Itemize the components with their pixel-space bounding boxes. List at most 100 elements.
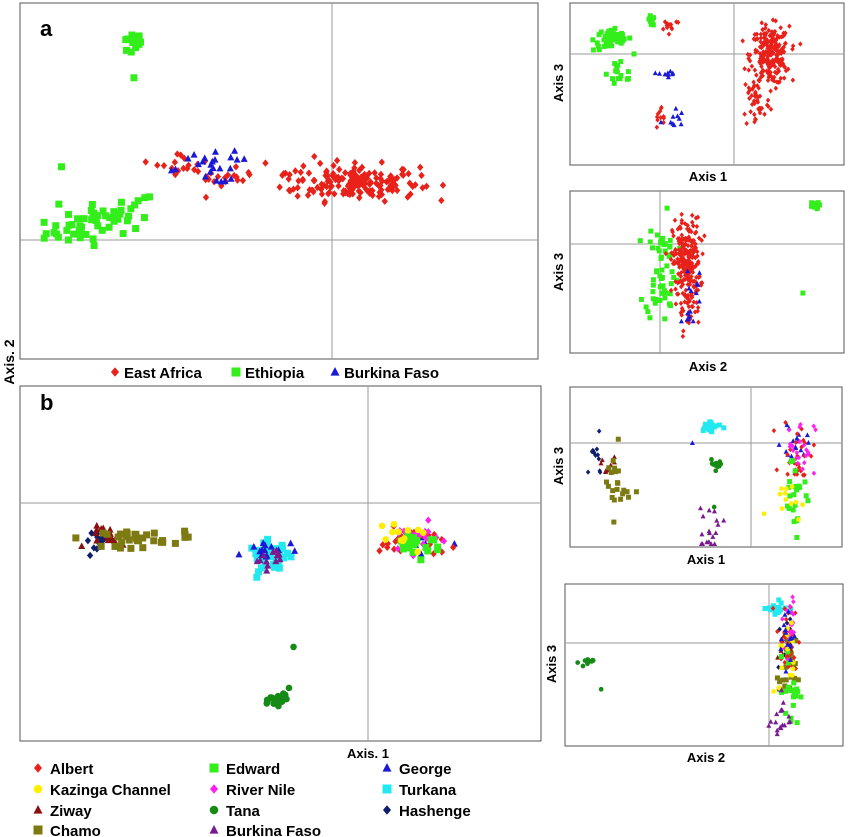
a-main-point-east-africa [297, 168, 304, 176]
a-main-point-east-africa [279, 171, 286, 179]
a-main-point-east-africa [389, 186, 396, 195]
a-13-point-east-africa [759, 20, 765, 26]
a-23-point-east-africa [678, 273, 684, 280]
b-main-point-chamo [150, 537, 158, 545]
a-main-point-east-africa [333, 156, 341, 165]
a-main-point-east-africa [417, 163, 424, 171]
a-main-point-east-africa [295, 177, 302, 185]
a-main-point-burkina-faso [231, 147, 239, 154]
legend-panel-b: Albert Edward George Kazinga Channel River N… [33, 761, 471, 837]
b-13-point-river-nile [790, 443, 795, 449]
a-13-point-east-africa [771, 30, 777, 37]
legend-a-label-2: Burkina Faso [344, 365, 439, 382]
b-main-point-edward [413, 537, 421, 545]
b-main-point-chamo [117, 530, 125, 538]
a-23-point-east-africa [669, 227, 675, 233]
a-main-point-ethiopia [129, 38, 137, 46]
a-main-point-east-africa [239, 176, 247, 185]
legend-b-label-10: Burkina Faso [226, 823, 321, 837]
b-main-point-edward [405, 542, 413, 550]
a23-y-label: Axis 3 [551, 253, 566, 291]
b-23-point-burkina-faso [780, 700, 786, 705]
a-13-point-ethiopia [631, 51, 637, 57]
b-main-point-albert [438, 535, 445, 544]
a-23-point-ethiopia [637, 238, 643, 244]
a-13-point-east-africa [747, 95, 752, 101]
legend-b-label-1: Edward [226, 761, 280, 778]
b-23-point-burkina-faso [774, 711, 780, 717]
a-13-point-east-africa [771, 50, 776, 56]
b-13-point-edward [790, 507, 796, 513]
a-main-point-ethiopia [88, 201, 96, 209]
b-main-point-albert [390, 545, 398, 553]
a-23-point-east-africa [691, 246, 697, 253]
b-main-point-ziway [92, 529, 100, 537]
b-13-point-edward [794, 534, 800, 540]
a-23-point-east-africa [682, 269, 688, 275]
a-23-point-ethiopia [650, 277, 656, 283]
a-13-point-east-africa [748, 109, 753, 115]
a-23-point-ethiopia [643, 304, 649, 310]
a-main-point-east-africa [202, 193, 210, 202]
a-13-point-east-africa [764, 68, 770, 74]
a-main-point-east-africa [300, 162, 307, 170]
b-13-point-burkina-faso [700, 541, 706, 546]
b-main-point-chamo [184, 533, 192, 541]
a-23-point-east-africa [670, 250, 676, 256]
a-main-point-east-africa [276, 183, 283, 191]
b-13-point-river-nile [800, 466, 805, 472]
a-main-point-ethiopia [119, 230, 127, 238]
a-23-point-east-africa [678, 225, 683, 231]
a-23-point-ethiopia [667, 237, 673, 243]
a-23-point-east-africa [689, 212, 695, 219]
a-23-point-east-africa [695, 214, 701, 220]
b-13-point-tana [709, 457, 714, 462]
a-23-point-ethiopia [647, 239, 653, 245]
a-23-point-east-africa [688, 237, 693, 244]
legend-b-marker-9 [33, 825, 43, 835]
b-main-point-turkana [264, 541, 272, 549]
b-13-point-edward [787, 479, 793, 485]
a-13-point-ethiopia [615, 76, 621, 82]
a-13-point-east-africa [752, 31, 758, 38]
b-main-point-hashenge [86, 551, 94, 560]
a-main-point-ethiopia [116, 210, 124, 218]
a-13-point-ethiopia [601, 37, 607, 43]
b-23-point-george [787, 636, 793, 641]
a-main-point-burkina-faso [211, 148, 219, 155]
a-main-point-east-africa [154, 161, 161, 169]
b-13-point-burkina-faso [706, 507, 712, 513]
a-main-point-east-africa [286, 187, 294, 195]
b-13-point-albert [811, 442, 817, 448]
a-13-point-east-africa [772, 69, 778, 75]
a-13-point-east-africa [760, 59, 766, 65]
a-23-point-east-africa [687, 281, 693, 288]
b-13-point-kazinga-channel [779, 506, 785, 511]
b-23-point-chamo [793, 638, 799, 644]
legend-a-label-1: Ethiopia [245, 365, 305, 382]
a-13-point-burkina-faso [665, 70, 671, 76]
b-main-point-chamo [139, 544, 147, 552]
a-main-point-burkina-faso [211, 155, 219, 163]
b-23-point-george [783, 668, 789, 674]
a-main-point-east-africa [438, 196, 445, 205]
b-main-point-chamo [159, 537, 167, 545]
a-23-point-east-africa [685, 222, 690, 229]
a13-y-label: Axis 3 [551, 64, 566, 102]
a-main-point-ethiopia [52, 222, 60, 230]
b-main-point-george [235, 550, 243, 558]
a-13-point-east-africa [772, 64, 778, 70]
a-13-point-ethiopia [650, 22, 656, 28]
a-main-point-east-africa [393, 174, 401, 182]
a-main-point-east-africa [325, 190, 332, 198]
a-main-point-east-africa [311, 152, 318, 161]
a-13-point-ethiopia [594, 40, 600, 46]
a-13-point-east-africa [760, 27, 765, 33]
a-main-point-east-africa [378, 186, 385, 194]
b-13-point-george [689, 440, 695, 445]
a-13-point-ethiopia [598, 29, 604, 35]
a-13-point-east-africa [774, 45, 779, 51]
a-13-point-east-africa [659, 104, 664, 111]
a-23-point-east-africa [687, 248, 692, 254]
a-13-point-ethiopia [590, 47, 596, 53]
